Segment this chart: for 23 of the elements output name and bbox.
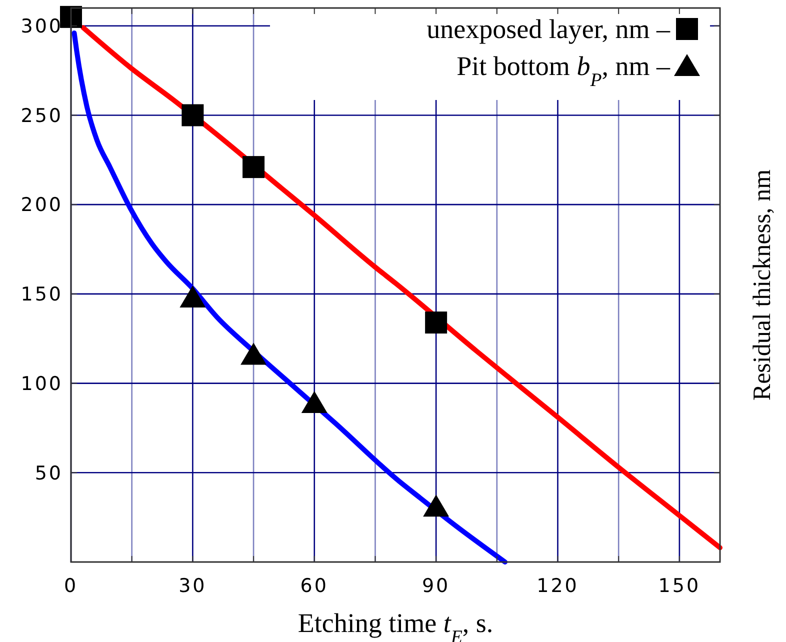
y-axis-title: Residual thickness, nm — [749, 168, 776, 401]
x-tick-label: 120 — [536, 575, 579, 597]
point — [242, 156, 265, 178]
point — [301, 390, 328, 413]
y-tick-label: 50 — [34, 462, 63, 484]
point — [423, 494, 450, 517]
x-tick-label: 150 — [658, 575, 701, 597]
point — [60, 6, 82, 28]
x-tick-label: 90 — [422, 575, 450, 597]
y-tick-label: 200 — [20, 194, 63, 216]
legend-label: unexposed layer, nm – — [426, 14, 670, 44]
y-tick-label: 300 — [20, 16, 63, 38]
x-tick-label: 0 — [64, 575, 78, 597]
point — [180, 286, 206, 308]
y-tick-label: 250 — [20, 104, 63, 127]
y-tick-label: 100 — [20, 372, 63, 395]
y-tick-label: 150 — [20, 284, 63, 306]
point — [425, 312, 448, 334]
x-tick-label: 30 — [178, 575, 207, 597]
point — [182, 104, 204, 126]
x-tick-label: 60 — [300, 575, 328, 597]
legend-label: Pit bottom b$_{P}$, nm – — [456, 51, 670, 90]
point — [240, 342, 267, 365]
